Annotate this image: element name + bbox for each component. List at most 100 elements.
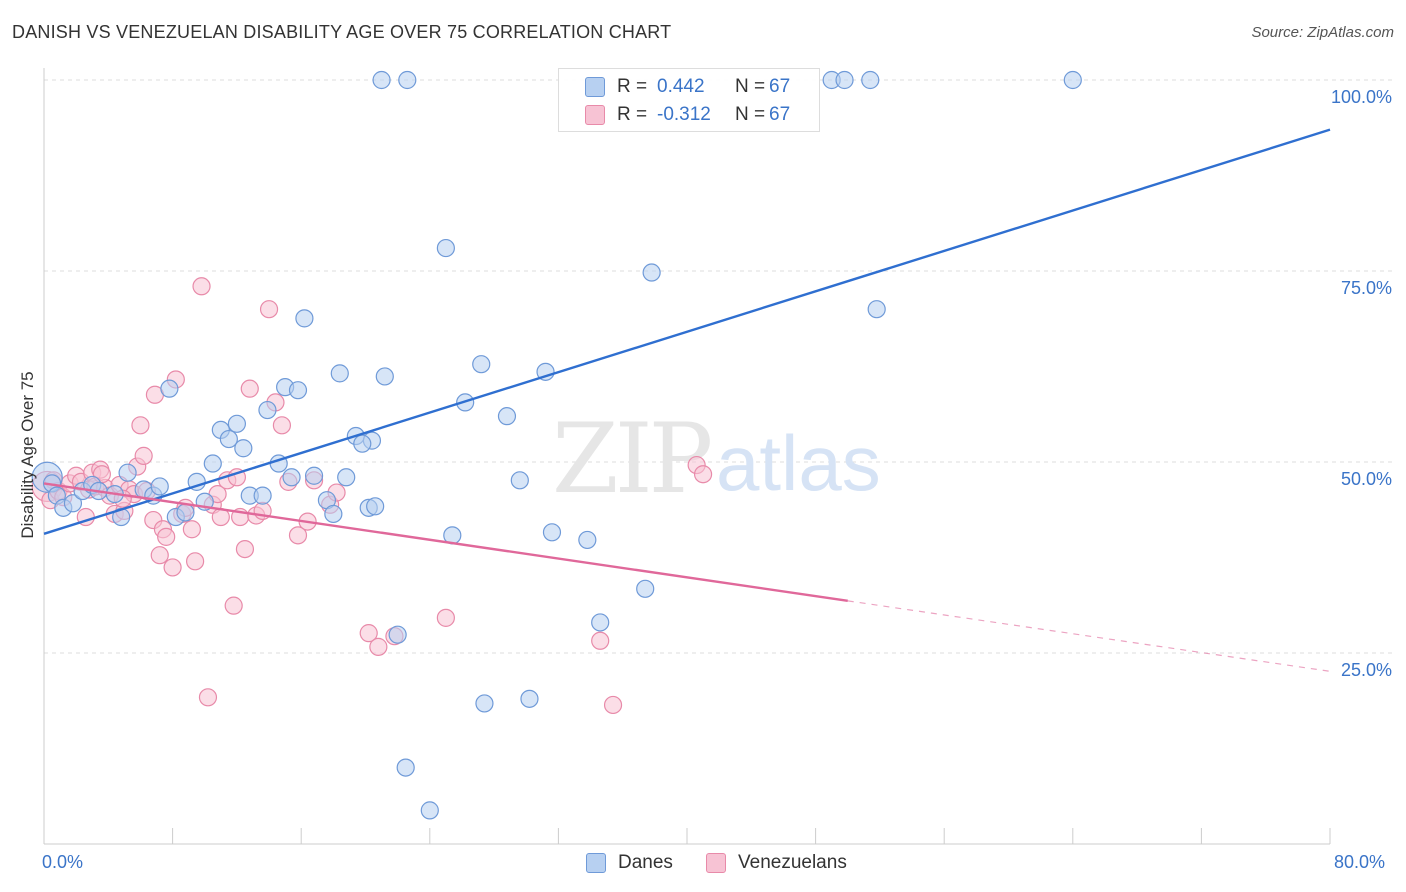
- points-layer: [31, 70, 1082, 820]
- y-tick-label: 25.0%: [1340, 660, 1392, 680]
- axes: [43, 68, 1331, 845]
- legend-r-value: -0.312: [657, 104, 711, 125]
- legend-n-value: 67: [769, 76, 791, 97]
- legend-item-danes: Danes: [586, 852, 673, 874]
- y-tick-label: 50.0%: [1340, 469, 1392, 489]
- danes-point: [388, 625, 407, 644]
- danes-point: [398, 70, 417, 90]
- danes-point: [396, 758, 415, 777]
- venezuelans-point: [693, 465, 713, 484]
- danes-point: [63, 494, 83, 513]
- venezuelans-point: [192, 277, 211, 296]
- venezuelans-point: [224, 596, 243, 615]
- danes-point: [288, 381, 308, 400]
- danes-point: [282, 468, 301, 487]
- y-tick-label: 75.0%: [1340, 278, 1392, 298]
- danes-point: [176, 503, 195, 522]
- y-axis-label: Disability Age Over 75: [18, 371, 37, 539]
- venezuelans-trend-extension: [847, 600, 1331, 672]
- venezuelans-point: [603, 695, 623, 715]
- legend-swatch-venezuelans: [706, 853, 726, 873]
- legend-r-label: R =: [617, 104, 648, 125]
- danes-point: [150, 477, 169, 496]
- danes-point: [219, 429, 238, 449]
- danes-point: [861, 70, 880, 90]
- legend-swatch-danes: [585, 77, 605, 97]
- danes-point: [253, 486, 272, 505]
- danes-point: [234, 439, 253, 458]
- venezuelans-point: [150, 546, 169, 565]
- danes-point: [160, 379, 179, 398]
- legend-label-venezuelans: Venezuelans: [738, 852, 847, 873]
- x-tick-label: 80.0%: [1334, 852, 1386, 872]
- legend-r-label: R =: [617, 76, 648, 97]
- venezuelans-point: [182, 520, 201, 539]
- danes-point: [366, 497, 385, 516]
- danes-point: [867, 300, 886, 319]
- danes-point: [472, 355, 491, 374]
- danes-point: [591, 613, 610, 632]
- legend-r-value: 0.442: [657, 76, 705, 97]
- danes-point: [497, 407, 517, 426]
- venezuelans-point: [272, 416, 292, 435]
- series-legend: Danes Venezuelans: [0, 852, 1406, 878]
- venezuelans-point: [157, 527, 176, 546]
- legend-item-venezuelans: Venezuelans: [706, 852, 847, 874]
- gridlines: [44, 79, 1392, 654]
- venezuelans-point: [288, 526, 308, 545]
- danes-point: [578, 530, 597, 550]
- y-tick-label: 100.0%: [1330, 87, 1392, 107]
- danes-point: [337, 468, 356, 487]
- danes-point: [542, 523, 562, 542]
- legend-n-label: N =: [735, 104, 766, 125]
- danes-point: [324, 504, 343, 524]
- danes-point: [353, 434, 372, 453]
- danes-point: [420, 801, 439, 820]
- danes-point: [510, 471, 529, 490]
- venezuelans-trend-line: [43, 482, 848, 603]
- danes-point: [375, 367, 394, 386]
- danes-point: [642, 263, 661, 282]
- danes-point: [1063, 70, 1082, 90]
- danes-point: [372, 70, 391, 90]
- watermark-atlas: atlas: [716, 419, 881, 507]
- danes-point: [636, 579, 655, 598]
- trend-lines: [43, 128, 1331, 672]
- danes-point: [436, 238, 455, 258]
- danes-point: [520, 689, 539, 708]
- chart-title: DANISH VS VENEZUELAN DISABILITY AGE OVER…: [12, 22, 672, 42]
- danes-point: [118, 463, 137, 482]
- watermark-zip: ZIP: [552, 403, 711, 515]
- danes-trend-line: [43, 128, 1331, 535]
- stats-legend: R = 0.442 N = 67 R = -0.312 N = 67: [558, 68, 820, 132]
- venezuelans-point: [186, 552, 205, 571]
- venezuelans-point: [235, 539, 255, 559]
- venezuelans-point: [240, 379, 259, 398]
- venezuelans-point: [259, 300, 279, 319]
- venezuelans-point: [163, 558, 182, 577]
- danes-point: [330, 364, 349, 383]
- legend-n-label: N =: [735, 76, 766, 97]
- danes-point: [227, 414, 246, 433]
- legend-swatch-venezuelans: [585, 105, 605, 125]
- venezuelans-point: [369, 637, 388, 656]
- danes-point: [475, 694, 494, 713]
- danes-point: [295, 309, 314, 328]
- venezuelans-point: [436, 608, 455, 627]
- venezuelans-point: [198, 688, 218, 707]
- danes-point: [835, 70, 854, 90]
- danes-point: [258, 400, 277, 420]
- legend-row-danes: R = 0.442 N = 67: [559, 73, 790, 101]
- x-tick-label: 0.0%: [42, 852, 84, 872]
- watermark: ZIP atlas: [552, 403, 881, 515]
- legend-label-danes: Danes: [618, 852, 673, 873]
- danes-point: [203, 454, 222, 473]
- venezuelans-point: [131, 416, 150, 435]
- danes-point: [304, 466, 324, 485]
- venezuelans-point: [591, 631, 610, 650]
- venezuelans-point: [134, 446, 153, 465]
- venezuelans-point: [359, 624, 378, 643]
- legend-n-value: 67: [769, 104, 791, 125]
- source-label: Source: ZipAtlas.com: [1251, 24, 1394, 41]
